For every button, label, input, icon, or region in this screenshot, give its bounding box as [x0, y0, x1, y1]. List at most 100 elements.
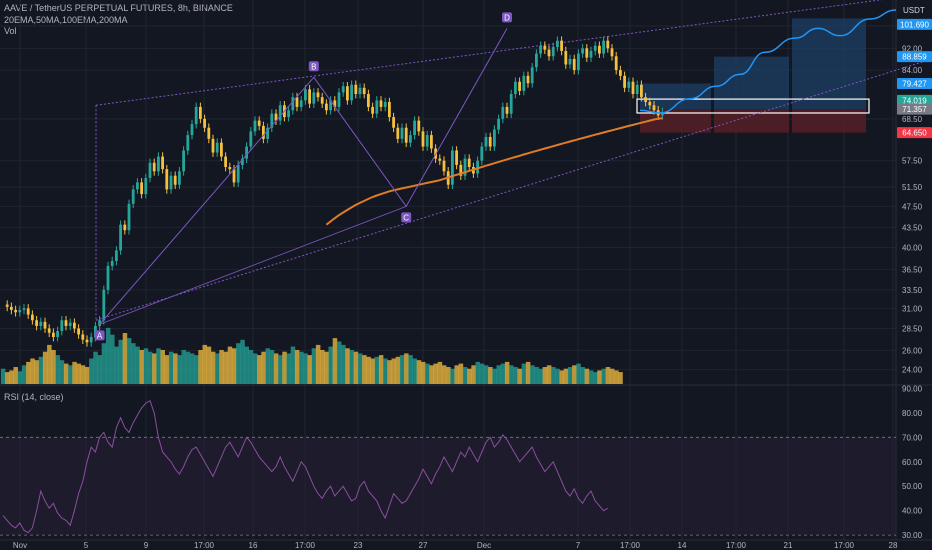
- volume-bar: [597, 370, 602, 384]
- price-axis: 24.00 26.00 28.50 31.00 33.50 36.50 40.00 43.50…: [902, 22, 927, 540]
- volume-bar: [408, 355, 413, 384]
- projection-line: [639, 9, 897, 114]
- volume-bar: [580, 367, 585, 384]
- candle-body: [463, 158, 467, 176]
- candle-body: [535, 53, 538, 68]
- volume-bar: [299, 351, 304, 384]
- volume-bar: [311, 348, 317, 384]
- candle-body: [421, 131, 425, 147]
- volume-bar: [374, 356, 380, 384]
- trend-channel: [95, 0, 932, 321]
- rsi-tick-label: 90.00: [902, 384, 923, 393]
- candle-body: [186, 135, 190, 151]
- price-label-text: 88.859: [902, 53, 927, 62]
- candle-body: [409, 135, 412, 143]
- candle-body: [287, 110, 290, 118]
- volume-bar: [240, 339, 245, 384]
- volume-bar: [185, 351, 191, 384]
- candle-body: [152, 162, 156, 172]
- pattern-point-badge: [502, 12, 512, 23]
- price-tick-label: 33.50: [902, 286, 923, 295]
- volume-bar: [479, 363, 485, 384]
- candle-body: [207, 127, 211, 139]
- pattern-point-label: B: [311, 62, 316, 71]
- volume-bar: [572, 365, 577, 384]
- volume-bar: [446, 367, 451, 384]
- volume-bar: [584, 368, 590, 384]
- volume-bar: [51, 350, 56, 384]
- candle-body: [383, 102, 387, 107]
- volume-bar: [534, 367, 539, 384]
- volume-bar: [59, 360, 65, 384]
- candle-body: [14, 309, 17, 313]
- candle-body: [31, 314, 34, 321]
- volume-bar: [315, 344, 321, 384]
- candle-body: [442, 160, 446, 172]
- volume-bar: [404, 353, 409, 384]
- candle-body: [589, 50, 593, 58]
- volume-bar: [9, 370, 14, 384]
- candle-body: [358, 87, 362, 95]
- volume-bar: [168, 351, 174, 384]
- candle-body: [144, 177, 148, 195]
- time-tick-label: Nov: [13, 541, 27, 550]
- time-tick-label: 17:00: [834, 541, 855, 550]
- candle-body: [43, 321, 47, 329]
- pattern-point-badge: [401, 212, 412, 223]
- candle-body: [136, 182, 139, 190]
- volume-bar: [160, 350, 165, 384]
- time-tick-label: 17:00: [726, 541, 747, 550]
- volume-bar: [517, 368, 522, 384]
- candle-body: [362, 87, 366, 95]
- candle-body: [539, 45, 542, 54]
- volume-bar: [509, 365, 514, 384]
- abcd-line: [99, 28, 508, 325]
- volume-bar: [378, 355, 384, 384]
- rsi-tick-label: 50.00: [902, 482, 923, 491]
- price-tick-label: 40.00: [902, 243, 923, 252]
- volume-bar: [0, 368, 6, 384]
- candle-body: [157, 156, 160, 172]
- price-tick-label: 43.50: [902, 223, 923, 232]
- volume-bar: [152, 353, 157, 384]
- candle-body: [241, 158, 244, 165]
- candle-body: [619, 70, 622, 76]
- projection-path: [639, 9, 897, 114]
- candle-body: [291, 97, 295, 111]
- price-label-badge: [897, 18, 932, 30]
- price-tick-label: 51.50: [902, 183, 923, 192]
- volume-bar: [324, 351, 329, 384]
- price-tick-label: 68.50: [902, 115, 923, 124]
- candle-body: [400, 127, 404, 139]
- volume-bar: [601, 368, 606, 384]
- volume-bar: [55, 355, 60, 384]
- candle-body: [85, 339, 89, 343]
- volume-bar: [17, 371, 23, 384]
- candle-body: [497, 118, 500, 130]
- volume-bar: [345, 348, 350, 384]
- volume-bar: [89, 358, 94, 384]
- candle-body: [262, 125, 265, 139]
- time-tick-label: Dec: [477, 541, 491, 550]
- candle-body: [526, 75, 530, 84]
- price-tick-label: 24.00: [902, 366, 923, 375]
- volume-bar: [605, 367, 611, 384]
- volume-bar: [362, 355, 367, 384]
- candle-body: [194, 106, 198, 125]
- candle-body: [585, 48, 589, 58]
- candle-body: [203, 118, 206, 128]
- volume-bar: [101, 343, 107, 384]
- candle-body: [26, 308, 30, 315]
- candle-body: [560, 40, 563, 51]
- price-label-text: 101.690: [900, 20, 929, 29]
- candle-body: [379, 100, 383, 107]
- price-label-text: 74.019: [902, 96, 927, 105]
- candle-body: [350, 84, 353, 101]
- candle-body: [551, 47, 555, 57]
- indicators-legend: 20EMA,50MA,100EMA,200MA: [4, 15, 128, 25]
- candle-body: [35, 320, 38, 326]
- time-tick-label: 17:00: [295, 541, 316, 550]
- volume-bar: [110, 334, 115, 384]
- candle-body: [556, 40, 559, 48]
